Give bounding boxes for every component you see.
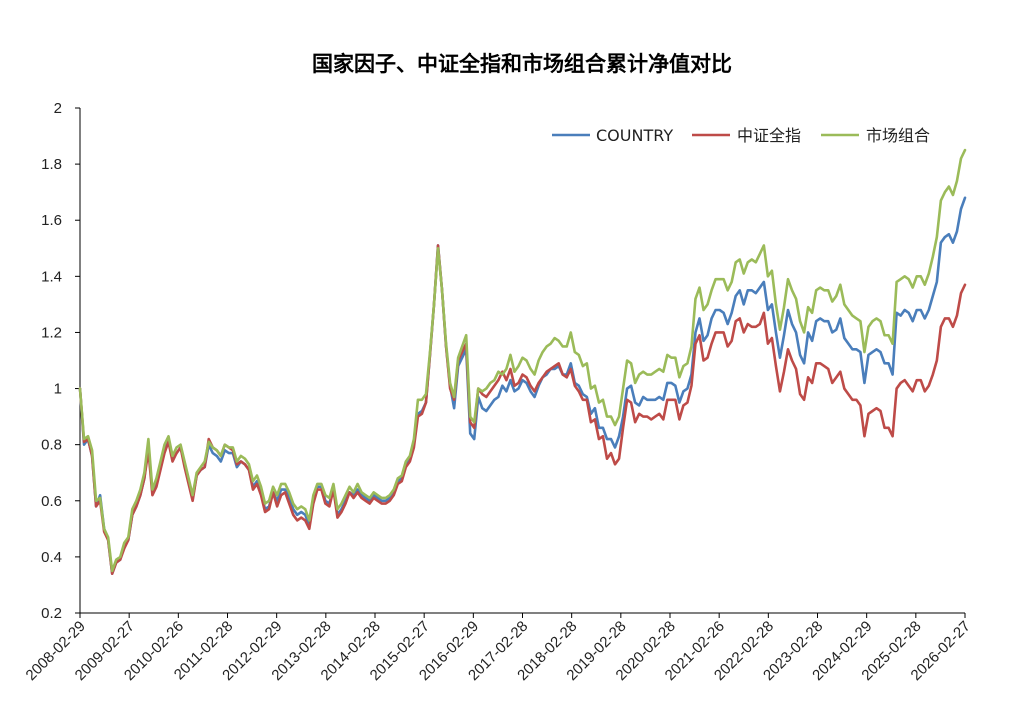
y-tick-label: 0.8 <box>41 437 62 454</box>
legend-label-2: 市场组合 <box>866 126 930 145</box>
y-tick-label: 2 <box>54 100 62 117</box>
series-layer <box>78 148 967 576</box>
chart-title: 国家因子、中证全指和市场组合累计净值对比 <box>312 52 732 76</box>
y-tick-label: 1.4 <box>41 268 62 285</box>
legend-label-0: COUNTRY <box>596 126 673 145</box>
y-tick-label: 1.6 <box>41 212 62 229</box>
legend-label-1: 中证全指 <box>737 126 801 145</box>
y-tick-label: 0.4 <box>41 549 62 566</box>
series-line-0 <box>78 196 967 576</box>
series-line-2 <box>78 148 967 573</box>
legend: COUNTRY 中证全指 市场组合 <box>552 126 930 145</box>
y-tick-label: 1.8 <box>41 156 62 173</box>
y-axis: 0.2 0.4 0.6 0.8 1 1.2 1.4 1.6 1.8 2 <box>41 100 81 622</box>
x-axis: 2008-02-292009-02-272010-02-262011-02-28… <box>23 612 974 684</box>
y-tick-label: 1.2 <box>41 324 62 341</box>
y-tick-label: 1 <box>54 381 62 398</box>
y-tick-label: 0.2 <box>41 605 62 622</box>
series-line-1 <box>78 244 967 576</box>
y-tick-label: 0.6 <box>41 493 62 510</box>
